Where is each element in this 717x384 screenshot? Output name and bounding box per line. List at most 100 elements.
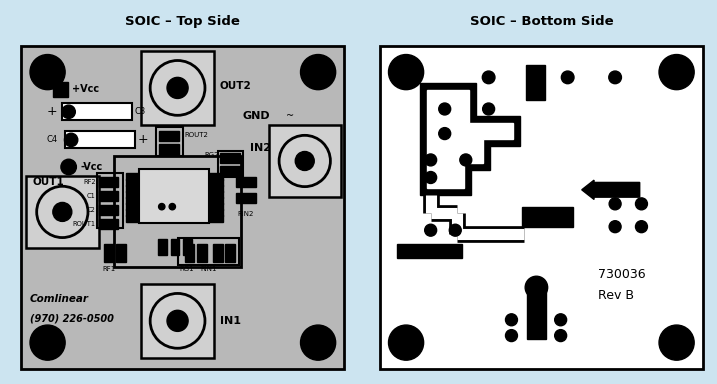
Circle shape bbox=[169, 204, 176, 210]
Bar bbox=[526, 65, 545, 100]
Bar bbox=[220, 166, 239, 176]
Circle shape bbox=[483, 103, 495, 115]
Circle shape bbox=[460, 154, 472, 166]
Polygon shape bbox=[427, 90, 513, 188]
Circle shape bbox=[53, 202, 72, 222]
Text: OUT1: OUT1 bbox=[32, 177, 65, 187]
Bar bbox=[125, 197, 139, 204]
Circle shape bbox=[439, 103, 451, 115]
Circle shape bbox=[483, 71, 495, 84]
Text: -Vcc: -Vcc bbox=[81, 162, 103, 172]
Circle shape bbox=[525, 276, 548, 299]
Circle shape bbox=[424, 224, 437, 236]
Bar bbox=[139, 169, 209, 223]
Text: RIN2: RIN2 bbox=[237, 211, 254, 217]
Bar bbox=[171, 239, 179, 255]
Bar bbox=[98, 205, 118, 215]
Bar bbox=[209, 197, 222, 204]
Bar bbox=[220, 153, 239, 163]
Circle shape bbox=[609, 221, 621, 233]
Bar bbox=[397, 243, 462, 258]
Circle shape bbox=[555, 329, 566, 342]
Bar bbox=[98, 219, 118, 229]
Circle shape bbox=[300, 325, 336, 360]
Text: +: + bbox=[138, 133, 148, 146]
Text: +Vcc: +Vcc bbox=[72, 84, 99, 94]
Bar bbox=[209, 191, 222, 198]
Bar bbox=[104, 244, 113, 262]
Circle shape bbox=[389, 325, 424, 360]
Bar bbox=[125, 215, 139, 222]
Text: Rev B: Rev B bbox=[597, 289, 634, 302]
Text: ~: ~ bbox=[287, 111, 295, 121]
Bar bbox=[53, 82, 67, 97]
Bar bbox=[209, 215, 222, 222]
Bar bbox=[125, 179, 139, 186]
Bar bbox=[125, 185, 139, 192]
Bar bbox=[141, 51, 214, 125]
Text: SOIC – Top Side: SOIC – Top Side bbox=[125, 15, 240, 28]
Circle shape bbox=[424, 154, 437, 166]
Bar bbox=[116, 244, 126, 262]
Circle shape bbox=[450, 245, 461, 257]
Text: C4: C4 bbox=[47, 136, 57, 144]
Text: C3: C3 bbox=[134, 107, 146, 116]
Circle shape bbox=[30, 55, 65, 90]
Bar bbox=[97, 173, 123, 228]
Text: RG2: RG2 bbox=[204, 152, 219, 158]
Circle shape bbox=[450, 224, 461, 236]
Circle shape bbox=[439, 127, 451, 139]
Bar bbox=[209, 209, 222, 217]
Bar bbox=[236, 177, 255, 187]
Bar bbox=[236, 193, 255, 203]
Bar bbox=[62, 103, 132, 120]
Bar bbox=[98, 177, 118, 187]
Text: RF1: RF1 bbox=[103, 266, 115, 272]
Bar bbox=[27, 176, 98, 248]
Bar bbox=[98, 191, 118, 201]
Bar bbox=[159, 144, 179, 155]
Bar bbox=[522, 207, 573, 227]
Text: C2: C2 bbox=[87, 207, 95, 213]
Circle shape bbox=[167, 310, 188, 331]
Circle shape bbox=[561, 71, 574, 84]
Circle shape bbox=[295, 152, 314, 170]
Bar bbox=[225, 244, 235, 262]
Bar bbox=[125, 191, 139, 198]
Circle shape bbox=[424, 172, 437, 184]
Text: ROUT1: ROUT1 bbox=[72, 221, 95, 227]
Bar bbox=[269, 125, 341, 197]
Bar bbox=[197, 244, 206, 262]
Bar bbox=[209, 173, 222, 180]
Text: Comlinear: Comlinear bbox=[30, 294, 89, 304]
Circle shape bbox=[167, 77, 188, 98]
Bar bbox=[125, 203, 139, 210]
Circle shape bbox=[30, 325, 65, 360]
Circle shape bbox=[659, 325, 694, 360]
Text: OUT2: OUT2 bbox=[219, 81, 252, 91]
Bar bbox=[209, 179, 222, 186]
Text: RG1: RG1 bbox=[180, 266, 194, 272]
Bar bbox=[125, 209, 139, 217]
Polygon shape bbox=[420, 83, 521, 195]
Text: GND: GND bbox=[242, 111, 270, 121]
Circle shape bbox=[65, 133, 77, 147]
Circle shape bbox=[505, 329, 518, 342]
Text: IN2: IN2 bbox=[250, 142, 270, 152]
Text: ROUT2: ROUT2 bbox=[184, 132, 209, 138]
Text: RIN1: RIN1 bbox=[200, 266, 217, 272]
Bar bbox=[156, 127, 183, 156]
Text: 730036: 730036 bbox=[597, 268, 645, 281]
Bar bbox=[141, 284, 214, 358]
Text: IN1: IN1 bbox=[219, 316, 241, 326]
Bar bbox=[209, 203, 222, 210]
Circle shape bbox=[158, 204, 165, 210]
Text: (970) 226-0500: (970) 226-0500 bbox=[30, 313, 114, 323]
Circle shape bbox=[609, 198, 621, 210]
Bar bbox=[527, 288, 546, 339]
Text: RF2: RF2 bbox=[83, 179, 95, 185]
Circle shape bbox=[609, 71, 622, 84]
Circle shape bbox=[62, 105, 75, 119]
Circle shape bbox=[635, 198, 647, 210]
Circle shape bbox=[635, 221, 647, 233]
